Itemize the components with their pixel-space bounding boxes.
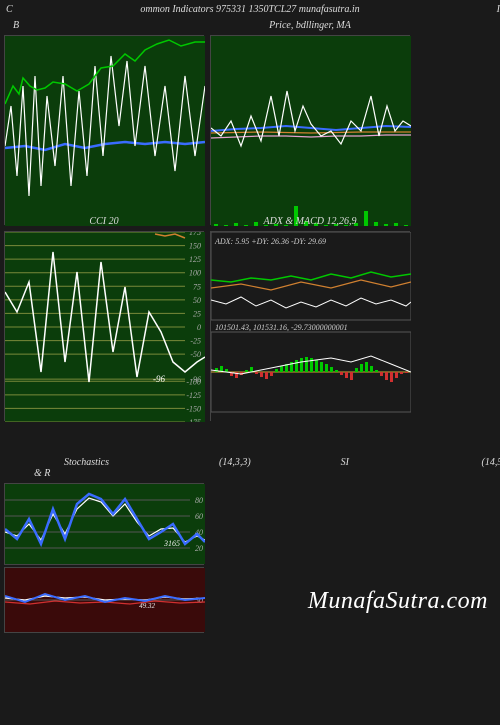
svg-text:-50: -50 [190,350,201,359]
svg-text:80: 80 [195,496,203,505]
svg-text:0: 0 [197,323,201,332]
panel-cci: CCI 20 1751501251007550250-25-50-96-100-… [4,231,204,421]
panel-price: Price, bdllinger, MA [210,35,410,225]
chart-adx-macd: ADX: 5.95 +DY: 26.36 -DY: 29.69 101501.43… [211,232,411,422]
chart-grid: B Price, bdllinger, MA CCI 20 1751501251… [0,35,500,421]
panel-bollinger: B [4,35,204,225]
stoch-title: Stochastics (14,3,3) & R [4,457,251,479]
svg-text:-96: -96 [153,374,165,384]
svg-text:25: 25 [193,309,201,318]
svg-text:-175: -175 [186,418,201,422]
header-right-letter: I [497,4,500,15]
svg-text:175: 175 [189,232,201,237]
panel-adx-title: ADX & MACD 12,26,9 [211,216,409,227]
page-header: C ommon Indicators 975331 1350TCL27 muna… [0,0,500,17]
svg-text:50: 50 [193,296,201,305]
svg-text:ADX: 5.95 +DY: 26.36 -DY: 29.: ADX: 5.95 +DY: 26.36 -DY: 29.69 [214,237,326,246]
svg-text:-100: -100 [186,377,201,386]
panel-rsi: 5049.32 [4,567,204,633]
svg-text:101501.43, 101531.16, -29.73: 101501.43, 101531.16, -29.73000000001 [215,323,348,332]
svg-text:3165: 3165 [163,539,180,548]
chart-rsi: 5049.32 [5,568,205,632]
panel-bollinger-title: B [13,20,19,31]
svg-text:150: 150 [189,242,201,251]
svg-text:125: 125 [189,255,201,264]
svg-text:-150: -150 [186,404,201,413]
header-title: ommon Indicators 975331 1350TCL27 munafa… [140,4,359,15]
svg-text:60: 60 [195,512,203,521]
panel-price-title: Price, bdllinger, MA [211,20,409,31]
chart-bollinger [5,36,205,226]
chart-price [211,36,411,226]
svg-text:49.32: 49.32 [139,602,155,610]
panel-adx-macd: ADX & MACD 12,26,9 ADX: 5.95 +DY: 26.36 … [210,231,410,421]
chart-cci: 175 150 125 100 75 50 25 0 -25 -50 -96 -100 -125 -150… [5,232,205,422]
rsi-title: SI (14,5 [251,457,500,479]
header-left-letter: C [6,4,13,15]
watermark-text: MunafaSutra.com [308,588,488,615]
panel-stochastics: 806040203165 [4,483,204,565]
svg-text:100: 100 [189,269,201,278]
panel-cci-title: CCI 20 [5,216,203,227]
svg-text:20: 20 [195,544,203,553]
svg-text:75: 75 [193,282,201,291]
svg-text:-25: -25 [190,337,201,346]
chart-stochastics: 806040203165 [5,484,205,564]
bottom-titles: Stochastics (14,3,3) & R SI (14,5 [4,457,496,479]
svg-text:-125: -125 [186,391,201,400]
